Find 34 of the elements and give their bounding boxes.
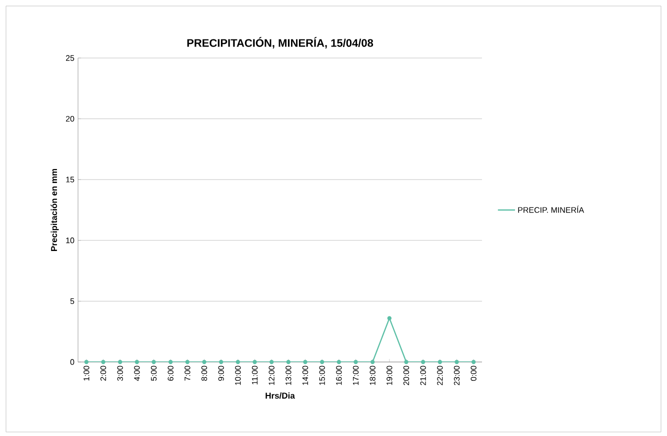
y-axis-title: Precipitación en mm (50, 168, 59, 251)
y-tick-label: 0 (70, 359, 74, 365)
x-tick-label: 19:00 (386, 366, 392, 385)
legend-label: PRECIP. MINERÍA (518, 206, 584, 213)
x-tick-label: 11:00 (252, 366, 258, 384)
y-tick-label: 20 (66, 116, 74, 122)
x-tick-label: 21:00 (420, 366, 426, 386)
x-tick-label: 0:00 (470, 366, 476, 381)
x-tick-label: 18:00 (370, 366, 376, 385)
x-tick-label: 2:00 (100, 366, 106, 381)
x-tick-label: 8:00 (201, 366, 208, 381)
x-tick-label: 10:00 (235, 366, 241, 385)
x-tick-label: 16:00 (336, 366, 342, 385)
y-tick-label: 15 (66, 176, 74, 182)
x-tick-label: 1:00 (84, 366, 90, 380)
x-tick-label: 3:00 (117, 366, 123, 381)
x-tick-label: 5:00 (150, 366, 157, 381)
x-tick-label: 20:00 (403, 366, 410, 386)
x-tick-label: 23:00 (454, 366, 460, 386)
x-tick-label: 9:00 (218, 366, 224, 381)
chart-title: PRECIPITACIÓN, MINERÍA, 15/04/08 (187, 37, 374, 48)
y-tick-label: 25 (66, 55, 74, 61)
y-tick-label: 10 (66, 238, 74, 244)
x-tick-label: 7:00 (184, 366, 190, 381)
y-tick-label: 5 (70, 298, 74, 304)
x-tick-label: 15:00 (319, 366, 325, 385)
x-tick-label: 13:00 (286, 366, 292, 385)
x-tick-label: 22:00 (437, 366, 443, 386)
x-tick-label: 12:00 (268, 366, 274, 385)
x-tick-label: 17:00 (352, 366, 359, 385)
x-tick-label: 6:00 (168, 366, 174, 381)
x-tick-label: 14:00 (302, 366, 308, 385)
x-tick-label: 4:00 (134, 366, 140, 381)
x-axis-title: Hrs/Dia (266, 392, 295, 399)
